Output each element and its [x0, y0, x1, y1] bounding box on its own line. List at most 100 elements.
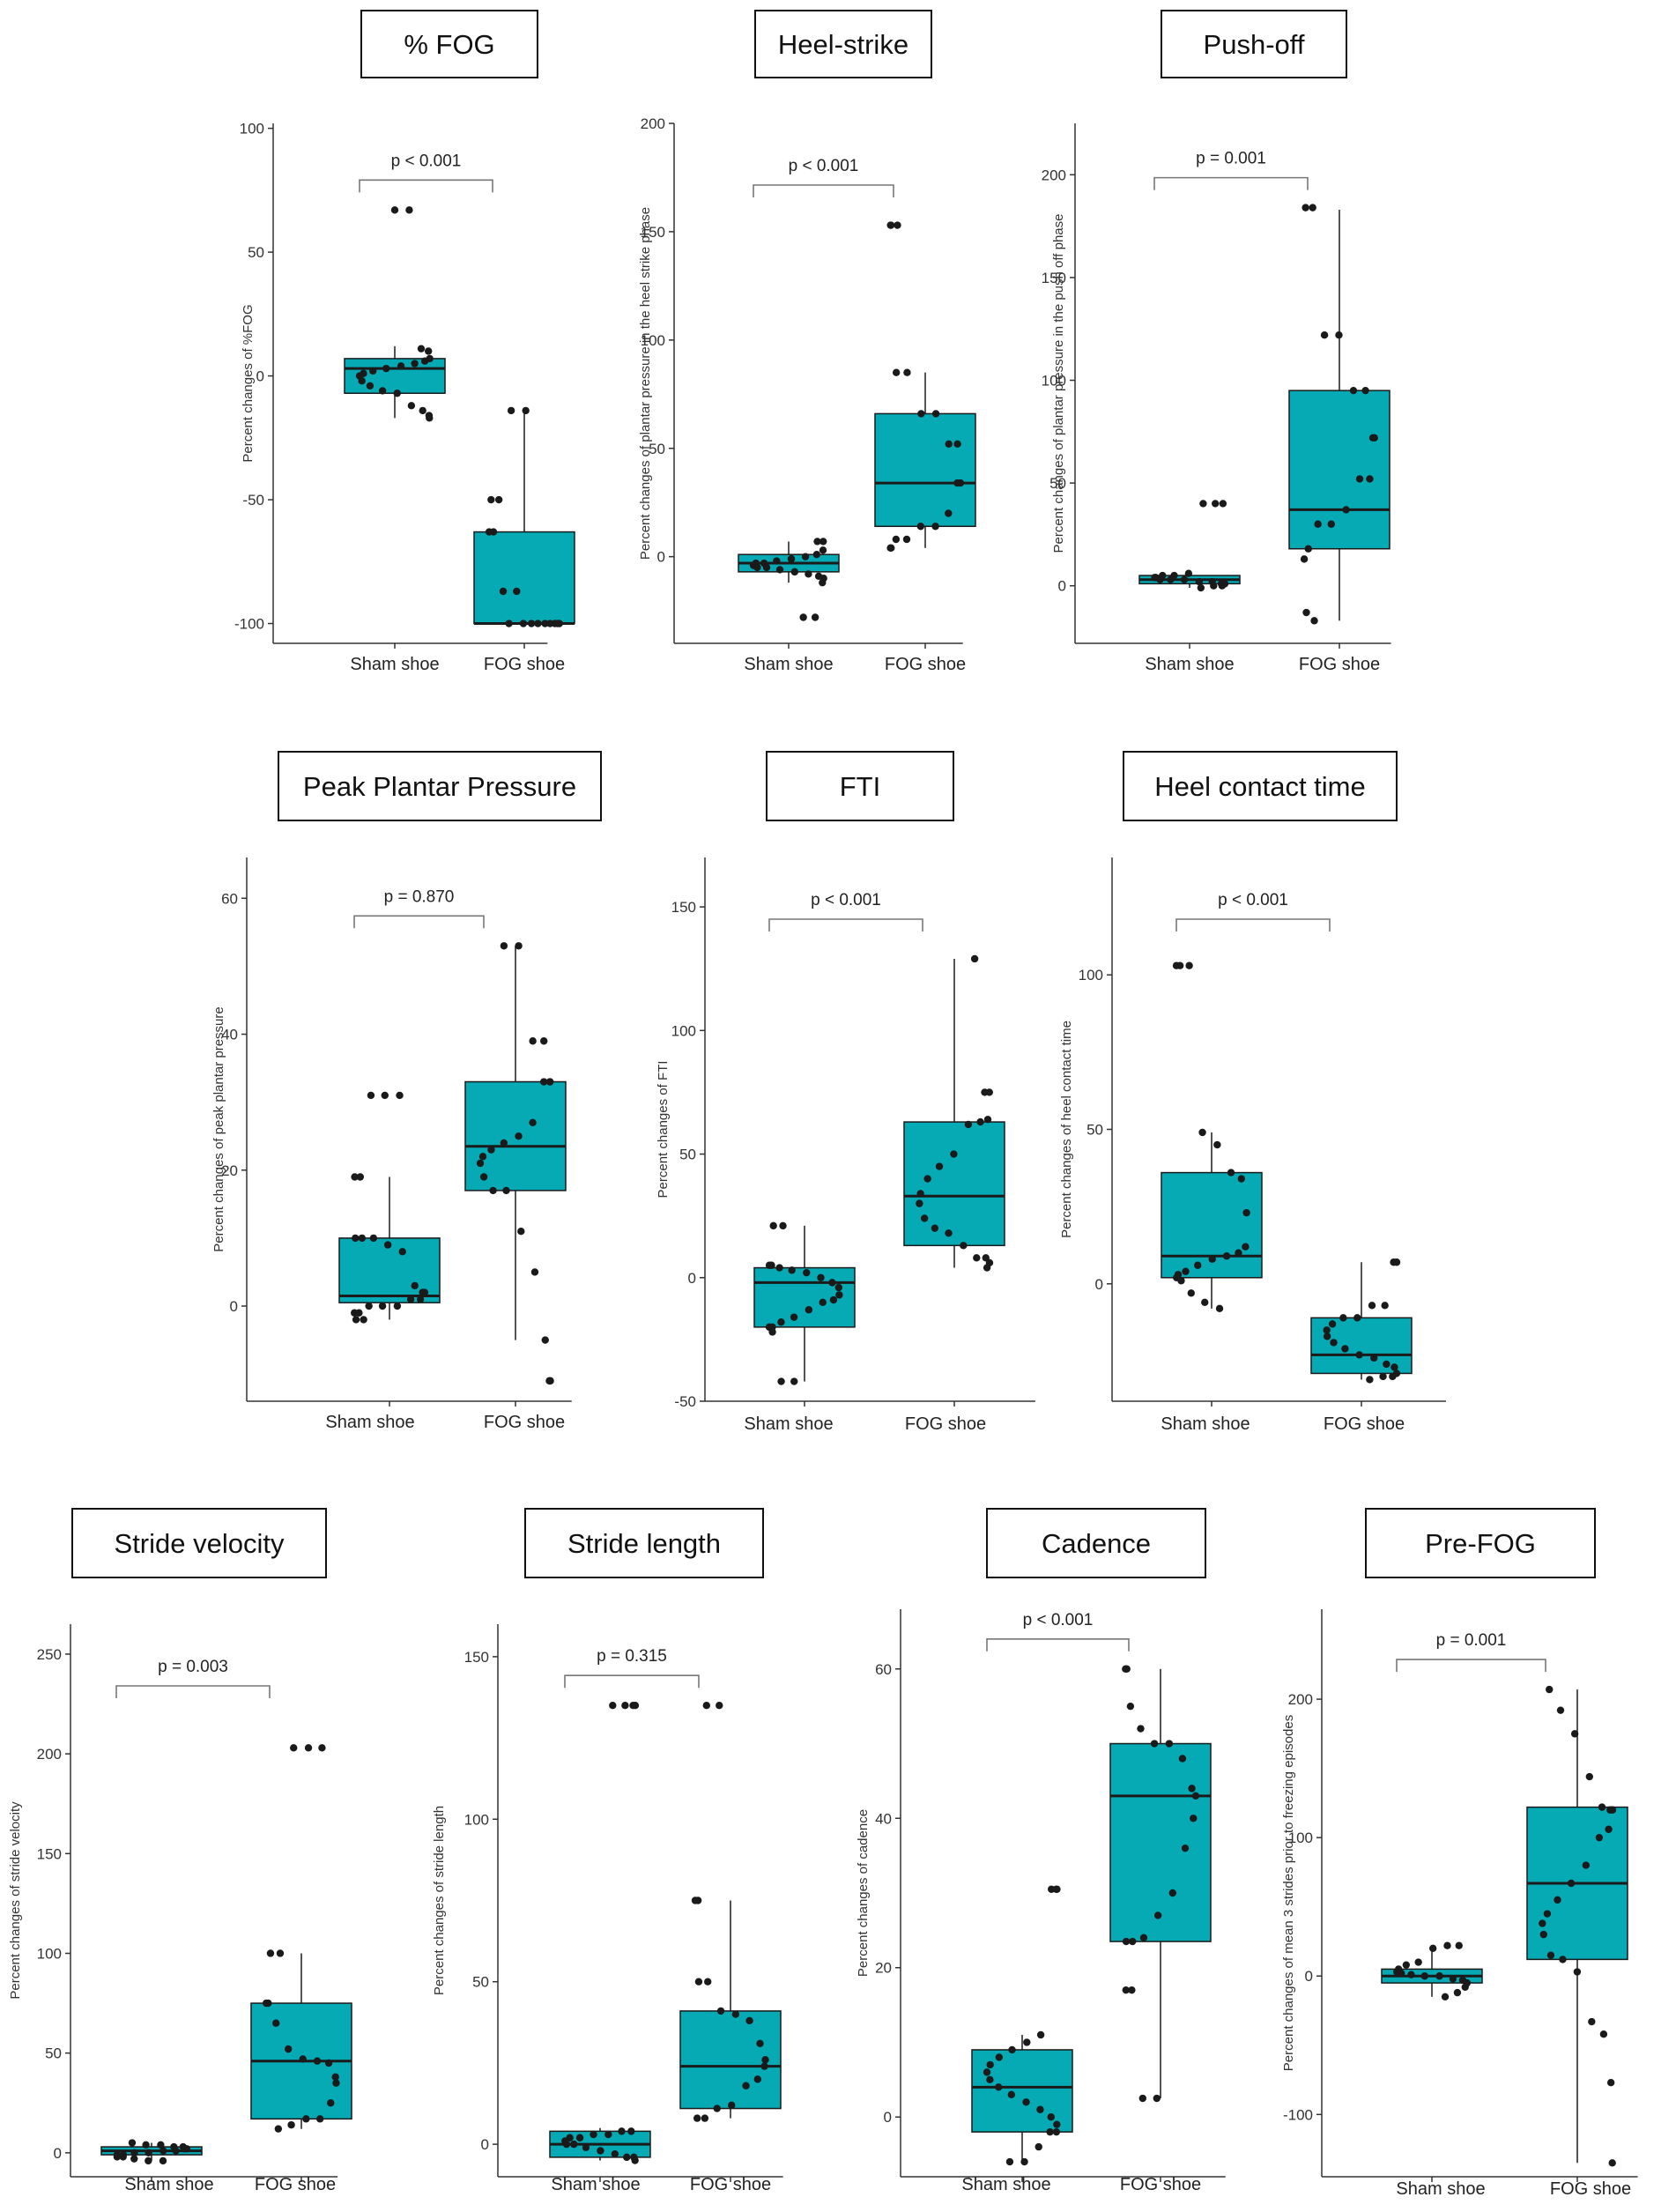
data-point: [1428, 1944, 1437, 1953]
chart-panel-2: Heel-strike 0 50 100 150 200 Percent changes o…: [638, 10, 976, 674]
data-point: [1608, 2159, 1616, 2167]
data-point: [995, 2083, 1003, 2091]
y-tick-label: 0: [884, 2109, 892, 2126]
data-point: [787, 554, 796, 563]
y-tick-label: 0: [657, 549, 665, 566]
data-point: [1310, 617, 1318, 625]
data-point: [768, 1261, 775, 1269]
data-point: [805, 570, 812, 578]
data-point: [1381, 1302, 1389, 1310]
data-point: [513, 587, 521, 596]
data-point: [777, 1377, 785, 1385]
data-point: [489, 1186, 497, 1195]
data-point: [779, 1221, 787, 1230]
box-iqr: [1288, 390, 1390, 550]
chart-title-box: [360, 10, 538, 78]
data-point: [411, 1281, 419, 1290]
data-point: [582, 2143, 590, 2152]
y-tick-label: 50: [45, 2045, 62, 2062]
y-tick-label: 20: [221, 1162, 238, 1179]
chart-panel-7: Stride velocity 0 50 100 150 200 250 Percent ch…: [8, 1508, 352, 2194]
y-tick-label: 150: [641, 224, 665, 241]
data-point: [382, 364, 390, 373]
data-point: [378, 387, 387, 395]
data-point: [805, 1306, 813, 1314]
data-point: [916, 1199, 923, 1207]
y-tick-label: 20: [875, 1960, 892, 1977]
data-point: [315, 2115, 324, 2123]
data-point: [1137, 1725, 1145, 1733]
y-axis-label: Percent changes of FTI: [656, 1061, 671, 1199]
y-tick-label: 50: [1049, 475, 1066, 492]
y-axis-label: Percent changes of peak plantar pressure: [211, 1006, 226, 1252]
data-point: [812, 551, 821, 559]
data-point: [1053, 2120, 1061, 2128]
data-point: [609, 1702, 617, 1710]
data-point: [1342, 506, 1350, 514]
x-tick-label: FOG shoe: [1550, 2179, 1631, 2199]
data-point: [1242, 1243, 1250, 1251]
data-point: [1361, 386, 1369, 395]
data-point: [1407, 1971, 1415, 1978]
data-point: [517, 1227, 525, 1236]
data-point: [539, 1078, 548, 1086]
x-tick-label: FOG shoe: [690, 2175, 771, 2194]
data-point: [835, 1291, 843, 1299]
chart-panel-4: Peak Plantar Pressure 0 20 40 60 Percent chan…: [211, 751, 602, 1432]
data-point: [487, 495, 495, 504]
data-point: [917, 410, 925, 418]
data-point: [1122, 1937, 1131, 1946]
y-axis-label: Percent changes of heel contact time: [1059, 1021, 1074, 1238]
data-point: [945, 509, 953, 517]
y-tick-label: 50: [248, 244, 264, 261]
data-point: [383, 1241, 392, 1249]
data-point: [777, 1318, 785, 1326]
data-point: [1606, 2078, 1615, 2087]
data-point: [420, 357, 429, 365]
data-point: [358, 376, 366, 385]
y-tick-label: 100: [1288, 1830, 1313, 1846]
data-point: [145, 2149, 152, 2157]
p-value-label: p < 0.001: [1218, 891, 1288, 909]
data-point: [381, 1091, 389, 1100]
data-point: [694, 1978, 703, 1986]
data-point: [529, 1118, 537, 1126]
data-point: [1167, 575, 1175, 583]
y-tick-label: 0: [230, 1298, 238, 1315]
y-axis-label: Percent changes of %FOG: [241, 304, 256, 462]
data-point: [365, 1302, 373, 1310]
data-point: [1441, 1993, 1450, 2001]
data-point: [130, 2149, 138, 2157]
significance-bracket: [115, 1685, 271, 1698]
data-point: [500, 1139, 508, 1147]
data-point: [276, 1949, 285, 1957]
y-tick-label: 100: [671, 1022, 696, 1039]
data-point: [331, 2073, 339, 2082]
chart-title: Push-off: [1204, 29, 1305, 60]
data-point: [902, 535, 911, 544]
data-point: [1122, 1665, 1130, 1673]
y-tick-label: 100: [1042, 373, 1066, 390]
data-point: [157, 2141, 165, 2149]
data-point: [529, 1037, 537, 1045]
data-point: [1126, 1702, 1135, 1711]
chart-title-box: [986, 1508, 1206, 1578]
data-point: [172, 2147, 180, 2155]
data-point: [479, 1173, 488, 1181]
data-point: [406, 1295, 415, 1303]
data-point: [773, 557, 781, 565]
data-point: [1453, 1988, 1462, 1997]
data-point: [502, 1186, 510, 1195]
y-tick-label: 250: [37, 1646, 62, 1663]
data-point: [393, 390, 401, 397]
data-point: [1539, 1919, 1546, 1927]
data-point: [803, 1268, 811, 1277]
data-point: [983, 2068, 991, 2076]
data-point: [1327, 520, 1335, 528]
data-point: [1304, 545, 1312, 553]
data-point: [1366, 1376, 1374, 1384]
data-point: [590, 2130, 597, 2139]
data-point: [1180, 575, 1189, 583]
y-tick-label: 100: [1079, 967, 1103, 984]
data-point: [801, 553, 810, 560]
